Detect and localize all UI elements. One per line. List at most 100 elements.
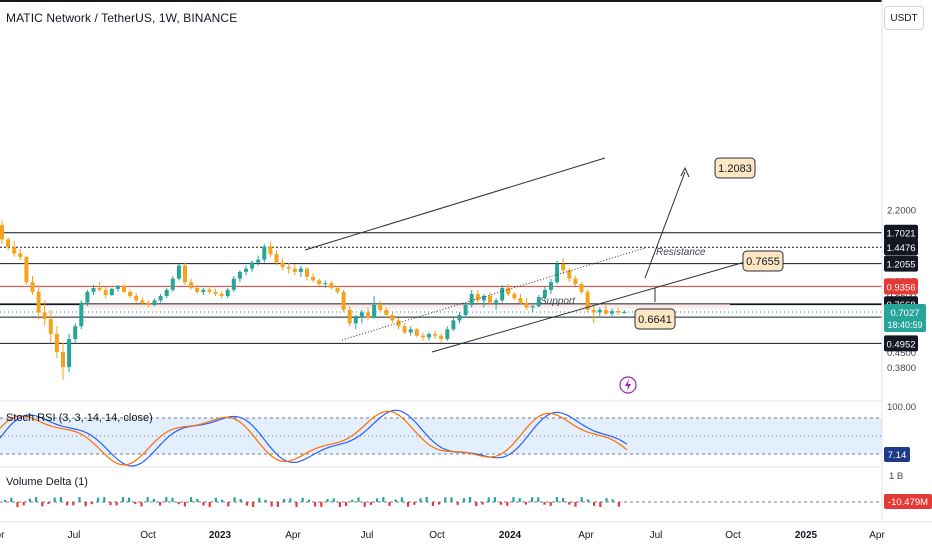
- price-tag-1.7021[interactable]: [884, 224, 918, 241]
- channel-lower-line[interactable]: [431, 261, 746, 353]
- candle-body[interactable]: [469, 293, 474, 306]
- candle-body[interactable]: [213, 291, 218, 294]
- candle-body[interactable]: [439, 335, 444, 340]
- candle-body[interactable]: [30, 282, 35, 292]
- candle-body[interactable]: [201, 289, 206, 292]
- candle-body[interactable]: [79, 302, 84, 327]
- candle-body[interactable]: [170, 278, 175, 290]
- candle-body[interactable]: [414, 329, 419, 336]
- candle-body[interactable]: [591, 309, 596, 313]
- candle-body[interactable]: [359, 312, 364, 318]
- candle-body[interactable]: [341, 291, 346, 310]
- candle-body[interactable]: [54, 334, 59, 353]
- candle-body[interactable]: [134, 296, 139, 301]
- price-tag-1.2055[interactable]: [884, 255, 918, 272]
- candle-body[interactable]: [317, 280, 322, 285]
- candle-body[interactable]: [445, 329, 450, 340]
- candle-body[interactable]: [433, 334, 438, 336]
- candle-body[interactable]: [103, 289, 108, 295]
- candle-body[interactable]: [475, 293, 480, 301]
- candle-body[interactable]: [396, 320, 401, 327]
- candle-body[interactable]: [128, 291, 133, 297]
- candle-body[interactable]: [298, 268, 303, 272]
- target-callout-2[interactable]: [742, 250, 784, 272]
- candle-body[interactable]: [140, 300, 145, 303]
- candle-body[interactable]: [164, 289, 169, 297]
- candle-body[interactable]: [463, 305, 468, 315]
- candle-body[interactable]: [256, 259, 261, 263]
- candle-body[interactable]: [555, 264, 560, 283]
- candle-body[interactable]: [67, 339, 72, 368]
- candle-body[interactable]: [176, 265, 181, 279]
- candle-body[interactable]: [158, 296, 163, 301]
- candle-body[interactable]: [219, 293, 224, 297]
- candle-body[interactable]: [73, 326, 78, 340]
- candle-body[interactable]: [122, 285, 126, 292]
- candle-body[interactable]: [329, 283, 334, 288]
- candle-body[interactable]: [42, 312, 47, 320]
- currency-button[interactable]: USDT: [884, 6, 924, 30]
- candle-body[interactable]: [231, 278, 236, 290]
- candle-body[interactable]: [183, 265, 187, 283]
- candle-body[interactable]: [451, 320, 456, 330]
- candle-body[interactable]: [585, 291, 590, 310]
- candle-body[interactable]: [500, 287, 505, 301]
- candle-body[interactable]: [402, 326, 407, 333]
- candle-body[interactable]: [237, 271, 242, 279]
- candle-body[interactable]: [292, 268, 297, 272]
- candle-body[interactable]: [481, 296, 486, 301]
- candle-body[interactable]: [207, 289, 212, 292]
- candle-body[interactable]: [152, 300, 157, 306]
- candle-body[interactable]: [146, 302, 151, 306]
- candle-body[interactable]: [6, 239, 11, 248]
- candle-body[interactable]: [610, 311, 614, 314]
- candle-body[interactable]: [36, 291, 41, 313]
- candle-body[interactable]: [18, 253, 23, 257]
- candle-body[interactable]: [378, 305, 383, 310]
- candle-body[interactable]: [250, 262, 255, 269]
- candle-body[interactable]: [518, 298, 523, 303]
- candle-body[interactable]: [524, 302, 529, 308]
- candle-body[interactable]: [268, 246, 273, 255]
- price-tag-0.4952[interactable]: [884, 335, 918, 352]
- candle-body[interactable]: [347, 309, 352, 324]
- candle-body[interactable]: [622, 312, 627, 314]
- candle-body[interactable]: [536, 297, 541, 307]
- candle-body[interactable]: [274, 254, 279, 263]
- price-tag-1.4476[interactable]: [884, 239, 918, 256]
- candle-body[interactable]: [597, 309, 602, 313]
- candle-body[interactable]: [262, 246, 267, 260]
- candle-body[interactable]: [195, 287, 200, 292]
- candle-body[interactable]: [109, 288, 114, 295]
- candle-body[interactable]: [561, 264, 566, 271]
- candle-body[interactable]: [567, 270, 572, 279]
- candle-body[interactable]: [408, 329, 413, 333]
- candle-body[interactable]: [390, 314, 395, 321]
- stoch-k-line[interactable]: [0, 409, 628, 467]
- candle-body[interactable]: [494, 300, 499, 303]
- candle-body[interactable]: [427, 334, 431, 338]
- candle-body[interactable]: [457, 314, 462, 321]
- candle-body[interactable]: [420, 335, 425, 338]
- candle-body[interactable]: [280, 262, 285, 268]
- stoch-d-line[interactable]: [0, 410, 628, 466]
- candle-body[interactable]: [372, 305, 377, 318]
- candle-body[interactable]: [0, 225, 4, 240]
- candle-body[interactable]: [353, 317, 358, 324]
- candle-body[interactable]: [48, 319, 53, 335]
- candle-body[interactable]: [61, 352, 65, 368]
- candle-body[interactable]: [91, 287, 96, 292]
- candle-body[interactable]: [366, 312, 370, 318]
- candle-body[interactable]: [506, 287, 511, 294]
- candle-body[interactable]: [311, 276, 316, 281]
- candle-body[interactable]: [384, 309, 389, 315]
- candle-body[interactable]: [323, 283, 328, 285]
- candle-body[interactable]: [512, 293, 517, 299]
- current-price-tag[interactable]: [884, 304, 926, 333]
- candle-body[interactable]: [286, 267, 291, 269]
- candle-body[interactable]: [488, 296, 492, 303]
- target-callout-1[interactable]: [714, 157, 756, 179]
- candle-body[interactable]: [335, 287, 340, 292]
